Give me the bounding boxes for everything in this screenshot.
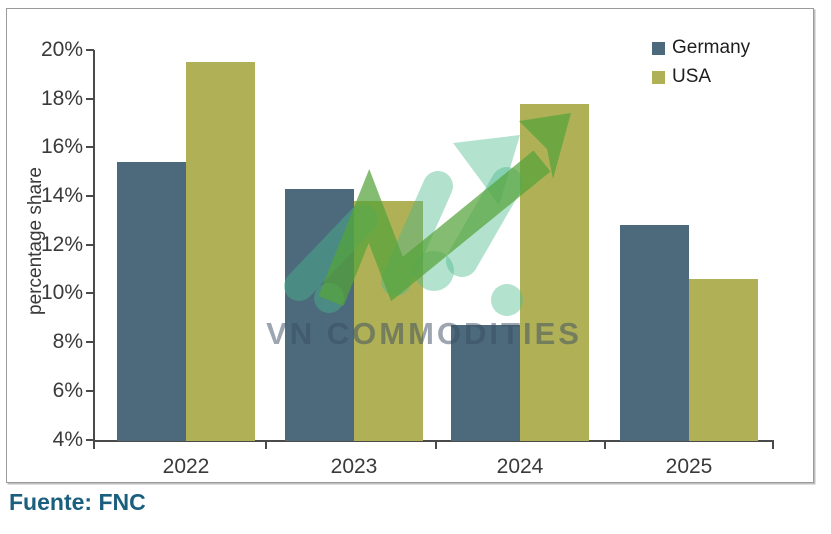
x-tick-mark — [604, 442, 606, 449]
chart-panel: percentage share 20% 18% 16% 14% 12% 10% 8% 6% 4… — [6, 8, 814, 483]
y-tick-mark — [86, 97, 94, 100]
y-tick-label: 12% — [40, 232, 83, 256]
legend-item-germany: Germany — [652, 37, 750, 59]
x-category-label: 2023 — [330, 455, 378, 478]
y-tick-mark — [86, 243, 94, 246]
legend: Germany USA — [652, 37, 750, 88]
legend-swatch-usa — [652, 70, 665, 84]
y-tick-mark — [86, 341, 94, 344]
bar-usa-2022 — [186, 62, 255, 441]
x-tick-mark — [772, 442, 774, 449]
y-tick-label: 20% — [40, 38, 83, 61]
x-tick-mark — [93, 442, 95, 449]
y-tick-label: 8% — [52, 330, 83, 354]
y-tick-label: 4% — [52, 427, 83, 451]
legend-item-usa: USA — [652, 66, 750, 88]
source-note: Fuente: FNC — [9, 489, 146, 515]
legend-label-germany: Germany — [672, 37, 751, 58]
bar-usa-2025 — [689, 278, 758, 441]
y-tick-label: 16% — [40, 135, 83, 159]
x-category-label: 2024 — [496, 455, 544, 478]
y-tick-label: 14% — [40, 184, 83, 208]
y-axis-line — [93, 50, 95, 442]
y-tick-mark — [86, 49, 94, 51]
bar-usa-2024 — [520, 103, 589, 441]
watermark-text: VN COMMODITIES — [266, 316, 582, 351]
y-tick-mark — [86, 389, 94, 392]
y-tick-mark — [86, 292, 94, 295]
y-tick-mark — [86, 438, 94, 441]
x-category-label: 2022 — [162, 455, 210, 478]
y-tick-label: 18% — [40, 86, 83, 110]
bar-germany-2022 — [117, 161, 186, 441]
y-tick-mark — [86, 146, 94, 149]
x-axis-line — [93, 440, 774, 442]
y-tick-label: 6% — [52, 378, 83, 402]
legend-label-usa: USA — [672, 66, 712, 87]
y-tick-mark — [86, 195, 94, 198]
bar-germany-2025 — [620, 225, 689, 441]
bar-germany-2023 — [285, 188, 354, 441]
legend-swatch-germany — [652, 41, 665, 55]
y-tick-label: 10% — [40, 281, 83, 305]
x-tick-mark — [265, 442, 267, 449]
x-tick-mark — [435, 442, 437, 449]
x-category-label: 2025 — [665, 455, 713, 478]
bar-germany-2024 — [451, 325, 520, 441]
